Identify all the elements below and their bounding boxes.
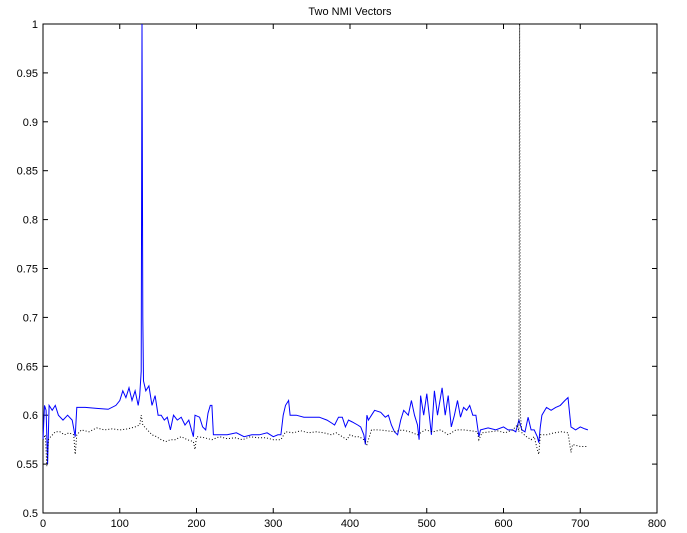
plot-area (42, 23, 589, 467)
y-tick-label: 0.85 (17, 166, 38, 178)
y-tick-label: 0.7 (23, 312, 38, 324)
y-tick-label: 1 (32, 19, 38, 31)
x-tick-label: 200 (187, 518, 205, 530)
x-tick-label: 700 (571, 518, 589, 530)
x-tick-label: 100 (111, 518, 129, 530)
x-tick-label: 800 (648, 518, 666, 530)
x-tick-label: 0 (40, 518, 46, 530)
y-tick-label: 0.8 (23, 215, 38, 227)
axes-box (42, 23, 658, 514)
x-tick-label: 500 (418, 518, 436, 530)
dotted-series-line (42, 23, 588, 467)
x-tick-label: 600 (494, 518, 512, 530)
x-tick-label: 400 (341, 518, 359, 530)
y-tick-label: 0.65 (17, 361, 38, 373)
chart-title: Two NMI Vectors (308, 6, 392, 18)
y-axis: 0.5 0.55 0.6 0.65 0.7 0.75 0.8 0.85 0.9 0.95 1 (17, 19, 657, 520)
x-tick-label: 300 (264, 518, 282, 530)
y-tick-label: 0.9 (23, 117, 38, 129)
x-axis: 0 100 200 300 400 500 600 700 800 (40, 24, 666, 530)
solid-series-line (42, 23, 589, 465)
y-tick-label: 0.6 (23, 410, 38, 422)
y-tick-label: 0.5 (23, 508, 38, 520)
y-tick-label: 0.95 (17, 68, 38, 80)
axes-frame (42, 23, 658, 514)
y-tick-label: 0.75 (17, 264, 38, 276)
y-tick-label: 0.55 (17, 459, 38, 471)
